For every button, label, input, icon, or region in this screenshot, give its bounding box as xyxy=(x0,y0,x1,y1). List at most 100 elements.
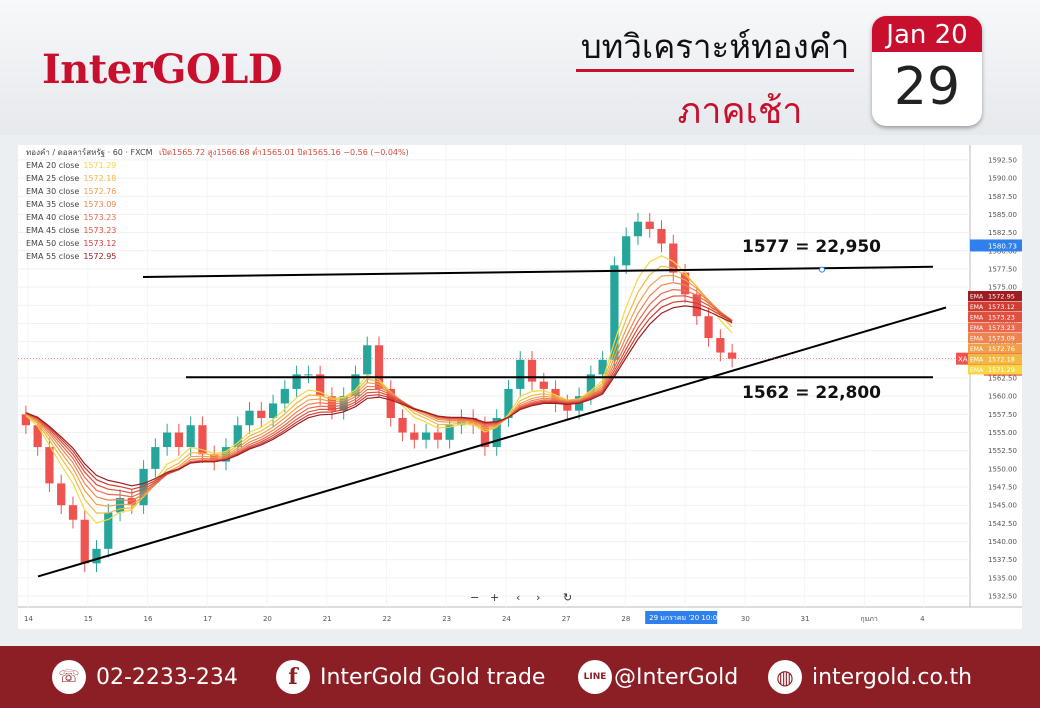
ema-price-tag xyxy=(968,332,1022,343)
candle-body xyxy=(374,345,384,389)
title-underline xyxy=(576,69,854,72)
ohlc-readout: เปิด1565.72 สูง1566.68 ต่ำ1565.01 ปิด156… xyxy=(159,148,409,157)
ema-legend-name: EMA 20 close xyxy=(26,161,80,170)
candle-body xyxy=(327,396,337,411)
ema-tag-value: 1573.09 xyxy=(988,334,1015,342)
footer-line[interactable]: LINE @InterGold xyxy=(578,646,738,708)
candle-body xyxy=(692,294,701,317)
website-url: intergold.co.th xyxy=(812,664,973,690)
ema-legend-value: 1573.23 xyxy=(83,226,117,235)
x-tick-label: 24 xyxy=(502,615,511,623)
candle-body xyxy=(268,403,278,418)
y-tick-label: 1585.00 xyxy=(988,211,1017,219)
candle-body xyxy=(504,388,513,418)
candle-body xyxy=(339,396,348,411)
facebook-icon: f xyxy=(276,660,310,694)
candle-body xyxy=(316,374,325,397)
ema-legend-item[interactable]: EMA 40 close 1573.23 xyxy=(26,211,409,224)
footer-website[interactable]: ◍ intergold.co.th xyxy=(768,646,972,708)
ema-legend-value: 1573.12 xyxy=(83,239,117,248)
ema-legend-item[interactable]: EMA 50 close 1573.12 xyxy=(26,237,409,250)
intergold-logo: InterGOLD xyxy=(42,46,283,93)
ema-line xyxy=(25,281,733,502)
candle-body xyxy=(680,272,690,295)
x-tick-label: กุมภา xyxy=(860,615,877,623)
y-tick-label: 1562.50 xyxy=(988,375,1017,383)
footer-facebook[interactable]: f InterGold Gold trade xyxy=(276,646,545,708)
line-id: @InterGold xyxy=(614,664,739,690)
candle-body xyxy=(727,352,737,359)
ema-legend-value: 1571.29 xyxy=(83,161,117,170)
chart-canvas[interactable]: 1532.50 1535.00 1537.50 1540.00 1542.50 1545.… xyxy=(18,145,1022,629)
candle-body xyxy=(33,425,42,448)
candle-body xyxy=(398,417,407,433)
scroll-right-button[interactable]: › xyxy=(536,591,540,604)
y-tick-label: 1587.50 xyxy=(988,193,1017,201)
ema-legend-name: EMA 35 close xyxy=(26,200,80,209)
candle-body xyxy=(704,316,713,339)
ema-price-tag xyxy=(968,322,1022,333)
candle-body xyxy=(233,425,242,448)
zoom-out-button[interactable]: − xyxy=(470,591,479,604)
footer-phone[interactable]: ☏ 02-2233-234 xyxy=(52,646,238,708)
x-tick-label: 4 xyxy=(920,615,925,623)
ema-legend-value: 1572.18 xyxy=(83,174,117,183)
ema-legend-item[interactable]: EMA 20 close 1571.29 xyxy=(26,159,409,172)
ema-tag-value: 1572.18 xyxy=(988,355,1015,363)
ema-legend-name: EMA 30 close xyxy=(26,187,80,196)
zoom-in-button[interactable]: + xyxy=(490,591,499,604)
scroll-left-button[interactable]: ‹ xyxy=(516,591,520,604)
candle-body xyxy=(386,388,395,418)
candle-body xyxy=(363,345,372,375)
ema-tag-label: EMA xyxy=(970,314,984,321)
ema-tag-label: EMA xyxy=(970,356,984,363)
ema-price-tag xyxy=(968,311,1022,322)
ema-legend-item[interactable]: EMA 55 close 1572.95 xyxy=(26,250,409,263)
candle-body xyxy=(527,359,537,382)
annotation-price: 1562 = xyxy=(742,383,816,404)
crosshair-price-tag xyxy=(970,239,1022,252)
globe-icon: ◍ xyxy=(768,660,802,694)
y-tick-label: 1592.50 xyxy=(988,156,1017,164)
line-icon: LINE xyxy=(578,660,612,694)
ema-legend-name: EMA 55 close xyxy=(26,252,80,261)
ema-legend-name: EMA 25 close xyxy=(26,174,80,183)
y-tick-label: 1542.50 xyxy=(988,520,1017,528)
ema-line xyxy=(25,274,733,507)
ema-legend-name: EMA 40 close xyxy=(26,213,80,222)
ema-legend-item[interactable]: EMA 25 close 1572.18 xyxy=(26,172,409,185)
reset-chart-button[interactable]: ↻ xyxy=(563,591,572,604)
candle-body xyxy=(68,505,78,520)
candle-body xyxy=(622,236,631,266)
annotation-value: 22,800 xyxy=(815,383,882,404)
candle-body xyxy=(598,359,607,375)
x-tick-label: 22 xyxy=(382,615,391,623)
ema-tag-label: EMA xyxy=(970,346,984,353)
ema-legend-item[interactable]: EMA 35 close 1573.09 xyxy=(26,198,409,211)
ema-legend-item[interactable]: EMA 30 close 1572.76 xyxy=(26,185,409,198)
candle-body xyxy=(445,425,454,440)
calendar-badge: Jan 20 29 xyxy=(872,16,982,126)
footer-contact-bar: ☏ 02-2233-234 f InterGold Gold trade LIN… xyxy=(0,646,1040,708)
crosshair-price-label: 1580.73 xyxy=(988,242,1017,250)
x-tick-label: 17 xyxy=(203,615,212,623)
ema-legend-name: EMA 50 close xyxy=(26,239,80,248)
candle-body xyxy=(645,221,654,229)
trend-line xyxy=(37,306,947,578)
ema-tag-label: EMA xyxy=(970,304,984,311)
resistance-line xyxy=(142,265,934,278)
ema-price-tag xyxy=(968,353,1022,364)
y-tick-label: 1547.50 xyxy=(988,484,1017,492)
y-tick-label: 1535.00 xyxy=(988,574,1017,582)
candle-body xyxy=(586,374,595,397)
y-tick-label: 1555.00 xyxy=(988,429,1017,437)
ema-legend-item[interactable]: EMA 45 close 1573.23 xyxy=(26,224,409,237)
ema-price-tag xyxy=(968,290,1022,301)
x-tick-label: 21 xyxy=(323,615,332,623)
x-tick-label: 29 มกราคม '20 10:00 xyxy=(649,614,721,622)
resistance-annotation: 1577 = 22,950 xyxy=(742,237,881,257)
line-anchor-point xyxy=(819,266,825,273)
price-chart[interactable]: 1532.50 1535.00 1537.50 1540.00 1542.50 1545.… xyxy=(18,145,1022,629)
ema-tag-label: EMA xyxy=(970,293,984,300)
x-tick-label: 15 xyxy=(84,615,93,623)
